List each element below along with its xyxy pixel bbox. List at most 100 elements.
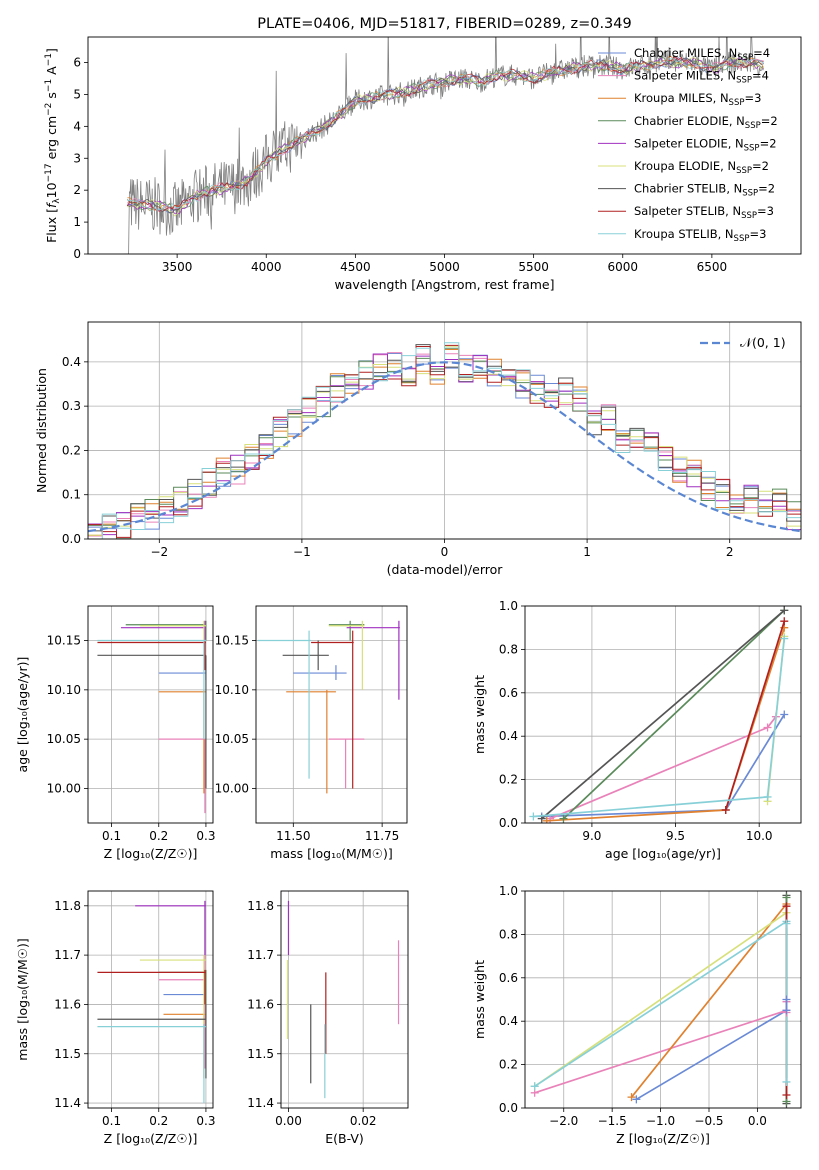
normal-curve [88,361,801,533]
y-tick-label: 0.4 [499,729,518,743]
y-label-part: A [44,66,59,79]
plot-area [530,891,791,1108]
chart-title: PLATE=0406, MJD=51817, FIBERID=0289, z=0… [257,16,631,32]
x-tick-label: 2 [726,545,734,559]
spectrum-panel: 3500 4000 4500 5000 5500 6000 6500 0 1 2 3 4 5 6 wavel… [44,16,802,292]
y-tick-label: 0.2 [499,773,518,787]
legend-name: Kroupa ELODIE, N [634,159,736,173]
axes-frame [255,605,408,824]
y-tick-label: 11.6 [247,997,274,1011]
y-label-part: 10 [44,182,59,198]
residual-histogram-panel: −2 −1 0 1 2 0.0 0.1 0.2 0.3 0.4 (data-model)/error… [34,321,802,577]
legend-entry: Kroupa MILES, NSSP=3 [634,91,761,108]
y-tick-label: 11.5 [54,1047,81,1061]
x-tick-label: 0.1 [102,829,121,843]
y-tick-label: 2 [73,183,81,197]
weight-marker-kroupa_stelib [530,1082,539,1091]
y-label-part: f [44,202,59,208]
x-axis-label: (data-model)/error [387,562,504,577]
x-tick-label: −2 [150,545,168,559]
x-tick-label: 11.75 [365,829,399,843]
weight-line-chabrier_elodie [562,609,785,820]
y-tick-label: 10.10 [215,683,249,697]
x-tick-label: −0.5 [694,1114,723,1128]
weight-marker-salpeter_miles [763,723,772,732]
weight-marker-salpeter_stelib [721,805,730,814]
y-tick-label: 11.7 [247,948,274,962]
y-tick-label: 0.0 [499,816,518,830]
y-tick-label: 10.00 [47,781,81,795]
legend-suffix: =4 [752,69,769,83]
x-tick-label: 0 [441,545,449,559]
axes-frame [524,890,802,1109]
weight-marker-salpeter_stelib [780,617,789,626]
x-tick-label: 6500 [697,260,728,274]
legend-suffix: =2 [761,114,778,128]
x-tick-label: 5000 [429,260,460,274]
histogram-kroupa_stelib [88,342,801,539]
legend-sub: SSP [736,166,752,176]
axes-frame [524,605,802,824]
y-tick-label: 10.05 [215,732,249,746]
x-tick-label: 0.00 [275,1114,302,1128]
legend-sub: SSP [729,98,745,108]
y-tick-label: 1 [73,215,81,229]
weight-marker-kroupa_stelib [782,919,791,928]
legend-suffix: =3 [757,204,774,218]
legend-suffix: =4 [753,46,770,60]
weight-marker-chabrier_elodie [782,893,791,902]
weight-marker-salpeter_stelib [782,902,791,911]
axes-frame [87,890,214,1109]
legend-name: Kroupa STELIB, N [634,227,734,241]
x-tick-label: 3500 [162,260,193,274]
y-tick-label: 0.6 [499,686,518,700]
weight-line-chabrier_stelib [541,609,785,820]
weight-marker-kroupa_stelib [780,634,789,643]
weight-line-salpeter_miles [549,716,777,820]
x-tick-label: −1 [293,545,311,559]
y-tick-label: 0.2 [499,1058,518,1072]
age-vs-metallicity-panel: 0.1 0.2 0.3 10.00 10.05 10.10 10.15 Z [log₁₀(Z/… [15,605,215,861]
y-label-part: −17 [44,163,54,182]
legend-entry: Chabrier ELODIE, NSSP=2 [634,114,778,131]
y-tick-label: 3 [73,151,81,165]
x-tick-label: 9.0 [582,829,601,843]
weight-line-kroupa_stelib [534,920,787,1088]
plot-area [97,900,207,1104]
legend-entry: Salpeter MILES, NSSP=4 [634,69,769,86]
weight-vs-age-panel: 9.0 9.5 10.0 0.0 0.2 0.4 0.6 0.8 1.0 age [log₁₀(a… [472,599,802,861]
weight-marker-kroupa_stelib [529,812,538,821]
y-tick-label: 0.0 [499,1101,518,1115]
y-axis-label: Normed distribution [34,368,49,493]
x-tick-label: −2.0 [549,1114,578,1128]
legend-sub: SSP [737,53,753,63]
y-tick-label: 0.6 [499,971,518,985]
x-tick-label: 0.1 [102,1114,121,1128]
weight-marker-chabrier_miles [782,995,791,1004]
weight-line-salpeter_stelib [724,620,786,811]
legend-suffix: =2 [760,136,777,150]
y-axis-label: Flux [fλ10−17 erg cm−2 s−1 A−1] [44,48,62,243]
plot-area [257,620,400,794]
weight-marker-kroupa_stelib [763,792,772,801]
plot-area [529,606,789,823]
x-axis-label: age [log₁₀(age/yr)] [605,846,721,861]
legend-entry: Chabrier MILES, NSSP=4 [634,46,770,63]
legend-suffix: =2 [752,159,769,173]
model-line-kroupa_stelib [127,58,764,212]
legend-suffix: =3 [744,91,761,105]
legend-sub: SSP [741,211,757,221]
y-tick-label: 11.6 [54,997,81,1011]
legend-suffix: =2 [758,182,775,196]
legend-name: Kroupa MILES, N [634,91,729,105]
x-tick-label: 0.3 [196,829,215,843]
legend-sub: SSP [745,121,761,131]
x-axis-label: wavelength [Angstrom, rest frame] [334,277,554,292]
y-tick-label: 10.10 [47,683,81,697]
legend-sub: SSP [734,234,750,244]
y-axis-label: mass weight [472,960,487,1039]
x-tick-label: 9.5 [666,829,685,843]
legend-name: Salpeter ELODIE, N [634,136,744,150]
x-tick-label: 11.50 [276,829,310,843]
